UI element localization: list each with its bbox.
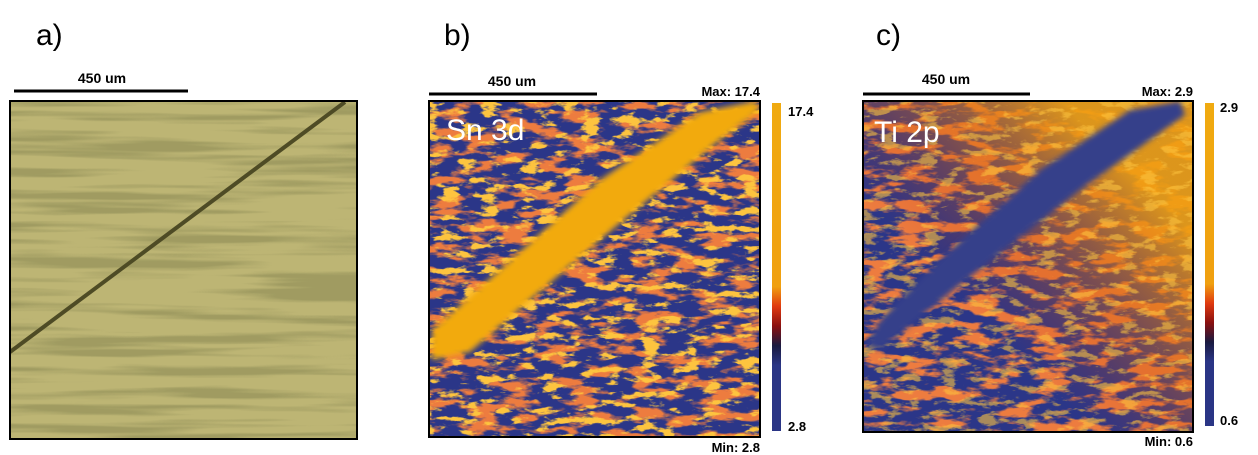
scale-bar-label: 450 um <box>488 73 536 89</box>
frame <box>9 100 358 440</box>
colorbar-max: 2.9 <box>1220 100 1238 115</box>
panel-label: c) <box>876 19 901 52</box>
frame <box>428 100 761 438</box>
colorbar-min: 2.8 <box>788 419 806 434</box>
scale-bar-label: 450 um <box>78 70 126 86</box>
frame <box>862 100 1194 433</box>
min-label: Min: 2.8 <box>712 440 760 455</box>
max-label: Max: 17.4 <box>701 84 760 99</box>
scale-bar-label: 450 um <box>922 71 970 87</box>
colorbar-min: 0.6 <box>1220 413 1238 428</box>
max-label: Max: 2.9 <box>1142 84 1193 99</box>
colorbar <box>772 103 781 431</box>
element-label: Sn 3d <box>446 114 524 147</box>
element-label: Ti 2p <box>874 116 940 149</box>
micrograph <box>10 101 357 439</box>
ti-map <box>863 101 1193 432</box>
colorbar <box>1205 103 1214 426</box>
panel-label: a) <box>36 19 63 52</box>
colorbar-max: 17.4 <box>788 104 814 119</box>
min-label: Min: 0.6 <box>1145 434 1193 449</box>
sn-map <box>429 101 760 437</box>
panel-label: b) <box>444 19 471 52</box>
